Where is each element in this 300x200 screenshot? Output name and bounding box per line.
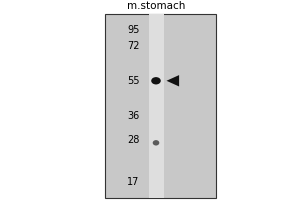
Text: 55: 55	[127, 76, 140, 86]
Text: 28: 28	[127, 135, 140, 145]
Bar	[105, 14, 216, 198]
Ellipse shape	[153, 140, 159, 146]
Bar	[148, 14, 164, 198]
Ellipse shape	[151, 77, 161, 84]
Polygon shape	[167, 75, 179, 86]
Text: 95: 95	[127, 25, 140, 35]
Text: 36: 36	[127, 111, 140, 121]
Text: 17: 17	[127, 177, 140, 187]
Text: 72: 72	[127, 41, 140, 51]
Text: m.stomach: m.stomach	[127, 1, 185, 11]
